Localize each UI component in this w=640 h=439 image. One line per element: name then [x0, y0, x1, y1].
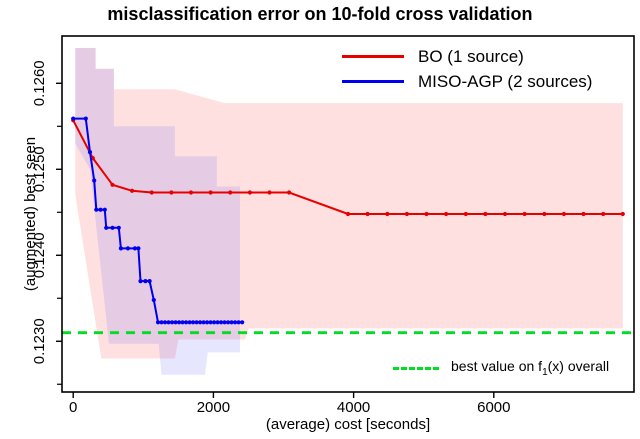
- data-point-marker: [561, 211, 567, 217]
- data-point-marker: [247, 190, 252, 195]
- data-point-marker: [208, 190, 213, 195]
- data-point-marker: [620, 211, 625, 217]
- baseline-legend-label: best value on f1(x) overall: [451, 358, 609, 378]
- data-point-marker: [125, 246, 130, 251]
- bo-line-swatch: [342, 55, 404, 58]
- data-point-marker: [222, 320, 227, 325]
- data-point-marker: [159, 320, 164, 325]
- data-point-marker: [205, 320, 210, 325]
- data-point-marker: [201, 320, 206, 325]
- data-point-marker: [87, 150, 93, 155]
- data-point-marker: [215, 320, 220, 325]
- plot-border: [61, 35, 635, 393]
- data-point-marker: [118, 246, 123, 251]
- x-axis-label: (average) cost [seconds]: [265, 416, 431, 433]
- miso-series: [71, 116, 245, 325]
- legend: BO (1 source) MISO-AGP (2 sources): [342, 44, 592, 94]
- data-point-marker: [138, 279, 143, 284]
- miso-line-swatch: [342, 80, 404, 83]
- data-point-marker: [130, 188, 135, 193]
- miso-confidence-band: [75, 48, 240, 375]
- data-point-marker: [98, 207, 103, 212]
- baseline-label-suffix: (x) overall: [547, 358, 610, 375]
- baseline-label-sub: 1: [542, 366, 548, 378]
- y-tick-label: 0.1230: [31, 318, 48, 364]
- data-point-marker: [483, 211, 488, 217]
- data-point-marker: [542, 211, 547, 217]
- data-point-marker: [136, 246, 141, 251]
- data-point-marker: [522, 211, 527, 217]
- x-tick-label: 4000: [337, 399, 370, 416]
- data-point-marker: [601, 211, 606, 217]
- x-tick-label: 0: [69, 399, 77, 416]
- data-point-marker: [104, 225, 109, 230]
- data-point-marker: [187, 320, 192, 325]
- data-point-marker: [149, 190, 154, 195]
- data-point-marker: [240, 320, 245, 325]
- data-point-marker: [188, 190, 194, 195]
- data-point-marker: [502, 211, 508, 217]
- baseline-legend: best value on f1(x) overall: [393, 358, 609, 378]
- x-tick-label: 2000: [197, 399, 230, 416]
- data-point-marker: [267, 190, 272, 195]
- data-point-marker: [191, 320, 196, 325]
- data-point-marker: [385, 211, 390, 217]
- data-point-marker: [169, 190, 174, 195]
- y-tick-label: 0.1250: [31, 146, 48, 192]
- legend-label-miso: MISO-AGP (2 sources): [418, 71, 593, 91]
- data-point-marker: [162, 320, 168, 325]
- data-point-marker: [110, 182, 115, 187]
- chart-title: misclassification error on 10-fold cross…: [107, 4, 533, 24]
- data-point-marker: [184, 320, 189, 325]
- data-point-marker: [71, 116, 76, 121]
- legend-item-bo: BO (1 source): [342, 44, 592, 69]
- baseline-label-prefix: best value on f: [451, 358, 543, 375]
- data-point-marker: [198, 320, 203, 325]
- data-point-marker: [444, 211, 449, 217]
- data-point-marker: [151, 297, 156, 303]
- data-point-marker: [143, 279, 148, 284]
- data-point-marker: [110, 225, 115, 230]
- data-point-marker: [212, 320, 217, 325]
- data-point-marker: [219, 320, 224, 325]
- data-point-marker: [424, 211, 429, 217]
- data-point-marker: [404, 211, 409, 217]
- y-axis-label: (augmented) best seen: [22, 136, 39, 292]
- data-point-marker: [463, 211, 468, 217]
- data-point-marker: [173, 320, 178, 325]
- data-point-marker: [147, 279, 152, 284]
- data-point-marker: [116, 225, 121, 230]
- data-point-marker: [166, 320, 171, 325]
- data-point-marker: [365, 211, 370, 217]
- legend-label-bo: BO (1 source): [418, 46, 524, 66]
- data-point-marker: [194, 320, 199, 325]
- data-point-marker: [345, 211, 351, 217]
- y-tick-label: 0.1240: [31, 232, 48, 278]
- data-point-marker: [180, 320, 185, 325]
- data-point-marker: [94, 207, 99, 212]
- data-point-marker: [170, 320, 175, 325]
- data-point-marker: [102, 207, 107, 212]
- data-point-marker: [581, 211, 586, 217]
- data-point-marker: [236, 320, 241, 325]
- bo-series: [71, 118, 625, 217]
- baseline-dash-swatch: [393, 366, 439, 370]
- data-point-marker: [92, 178, 97, 183]
- bo-confidence-band: [75, 48, 623, 359]
- data-point-marker: [155, 320, 161, 325]
- data-point-marker: [132, 246, 137, 251]
- data-point-marker: [287, 190, 292, 195]
- data-point-marker: [226, 320, 231, 325]
- data-point-marker: [229, 320, 234, 325]
- legend-item-miso: MISO-AGP (2 sources): [342, 69, 592, 94]
- x-tick-label: 6000: [477, 399, 510, 416]
- y-tick-label: 0.1260: [31, 60, 48, 106]
- data-point-marker: [83, 116, 88, 121]
- data-point-marker: [228, 190, 233, 195]
- data-point-marker: [177, 320, 182, 325]
- data-point-marker: [208, 320, 213, 325]
- data-point-marker: [233, 320, 238, 325]
